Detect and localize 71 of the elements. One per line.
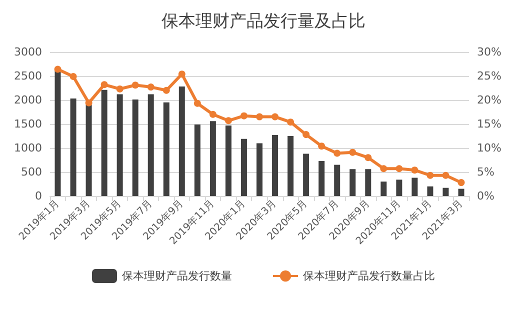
bar — [54, 68, 61, 196]
point — [287, 118, 294, 126]
bar — [240, 138, 247, 196]
bar — [194, 124, 200, 196]
bar — [70, 98, 76, 196]
bar — [132, 100, 138, 196]
y2-tick-label: 10% — [477, 142, 502, 154]
y2-tick-label: 5% — [477, 166, 494, 178]
bar — [272, 135, 278, 196]
bar — [86, 104, 92, 196]
point — [132, 82, 139, 89]
bar — [380, 182, 387, 196]
bar — [163, 102, 170, 196]
point — [54, 66, 62, 73]
point — [85, 99, 92, 106]
bar — [318, 160, 325, 196]
point — [411, 166, 418, 174]
y-tick-label: 500 — [21, 166, 42, 178]
point — [162, 86, 170, 94]
bar — [148, 94, 154, 196]
bar — [442, 188, 449, 196]
y2-tick-label: 20% — [477, 94, 502, 106]
point — [380, 165, 388, 172]
y2-tick-label: 0% — [477, 190, 494, 202]
y-tick-label: 3000 — [14, 46, 42, 58]
point — [70, 72, 77, 80]
y-tick-label: 2500 — [14, 70, 42, 82]
bar — [334, 164, 340, 196]
bar — [396, 180, 402, 196]
point — [209, 110, 216, 118]
bar — [256, 143, 262, 196]
point — [396, 165, 403, 172]
bar — [458, 188, 464, 196]
point — [349, 148, 356, 156]
point — [224, 117, 232, 124]
point — [240, 112, 248, 120]
y-tick-label: 0 — [35, 190, 42, 202]
bar — [365, 169, 372, 196]
legend-label: 保本理财产品发行数量占比 — [303, 270, 435, 282]
point — [364, 154, 372, 162]
point — [272, 113, 279, 120]
bar — [288, 136, 294, 196]
bar — [412, 178, 418, 196]
bar — [116, 94, 123, 196]
point — [116, 85, 124, 92]
chart-title: 保本理财产品发行量及占比 — [162, 12, 366, 32]
point — [147, 84, 154, 91]
bar — [178, 86, 185, 196]
y-tick-label: 1500 — [14, 118, 42, 130]
point — [256, 113, 263, 120]
point — [302, 131, 310, 138]
y-tick-label: 2000 — [14, 94, 42, 106]
y2-tick-label: 30% — [477, 46, 502, 58]
y-tick-label: 1000 — [14, 142, 42, 154]
point — [426, 172, 434, 179]
bar — [101, 90, 108, 196]
point — [442, 172, 450, 179]
point — [178, 70, 186, 78]
point — [318, 142, 326, 150]
point — [194, 100, 201, 107]
point — [100, 81, 108, 88]
bar — [350, 169, 356, 196]
point — [458, 179, 465, 186]
bar — [225, 125, 232, 196]
y2-tick-label: 25% — [477, 70, 502, 82]
y2-tick-label: 15% — [477, 118, 502, 130]
bar — [427, 186, 434, 196]
point — [334, 150, 341, 157]
legend-label: 保本理财产品发行数量 — [122, 270, 232, 282]
bar — [303, 154, 310, 196]
bar — [210, 121, 216, 196]
